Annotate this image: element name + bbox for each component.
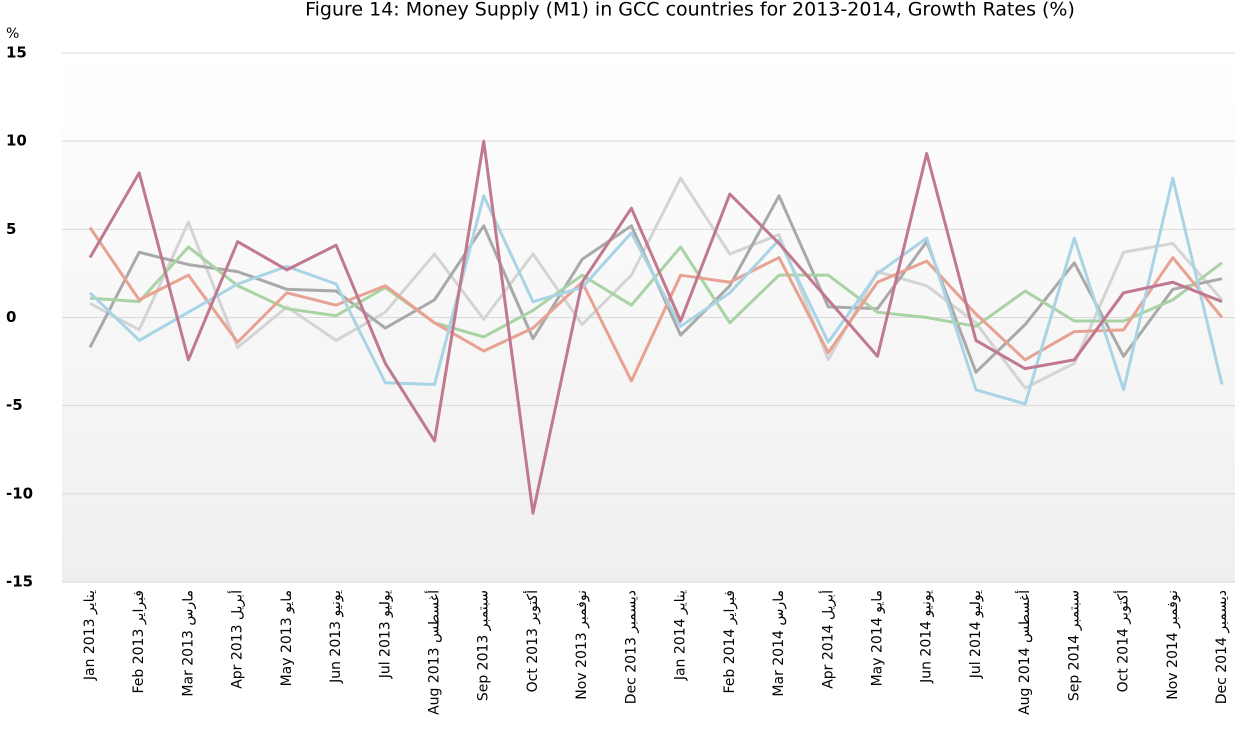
x-tick-label: May 2014 مايو: [869, 590, 885, 686]
x-tick-label: Feb 2014 فبراير: [722, 590, 738, 693]
series-line: [88, 226, 1224, 383]
x-tick-label: Mar 2014 مارس: [771, 590, 787, 697]
x-tick-label: Aug 2014 أغسطس: [1015, 590, 1033, 715]
x-tick-label: Nov 2014 نوفمبر: [1165, 590, 1181, 700]
series-line: [89, 176, 1224, 390]
y-tick-label: -5: [6, 396, 23, 414]
x-tick-label: Oct 2014 أكتوبر: [1114, 590, 1132, 692]
x-tick-label: Jan 2013 يناير: [82, 590, 98, 681]
x-tick-label: Jul 2014 يوليو: [968, 590, 984, 679]
y-tick-label: -10: [6, 484, 33, 502]
series-line: [88, 139, 1223, 515]
x-tick-label: Nov 2013 نوفمبر: [574, 590, 590, 700]
x-tick-label: Dec 2013 ديسمبر: [623, 590, 639, 704]
x-tick-label: Apr 2014 أبريل: [818, 590, 836, 689]
y-tick-label: 5: [6, 220, 16, 238]
x-tick-label: Apr 2013 أبريل: [228, 590, 246, 689]
x-tick-label: Sep 2013 سبتمبر: [476, 590, 492, 701]
x-tick-label: Mar 2013 مارس: [180, 590, 196, 697]
series-line: [88, 176, 1224, 406]
x-tick-label: Sep 2014 سبتمبر: [1066, 590, 1082, 701]
y-tick-label: 10: [6, 132, 27, 150]
chart-title: Figure 14: Money Supply (M1) in GCC coun…: [305, 0, 1075, 21]
y-tick-label: 0: [6, 308, 16, 326]
x-tick-label: Jun 2014 يونيو: [919, 590, 935, 684]
x-tick-label: Oct 2013 أكتوبر: [523, 590, 541, 692]
series-line: [89, 245, 1223, 339]
y-axis-label: %: [6, 26, 19, 42]
x-tick-label: Jul 2013 يوليو: [377, 590, 393, 679]
x-tick-label: Aug 2013 أغسطس: [425, 590, 443, 715]
x-tick-label: Dec 2014 ديسمبر: [1214, 590, 1230, 704]
y-tick-label: 15: [6, 44, 27, 62]
y-tick-label: -15: [6, 573, 33, 591]
x-tick-label: Jun 2013 يونيو: [328, 590, 344, 684]
x-tick-label: Jan 2014 يناير: [673, 590, 689, 681]
x-tick-label: Feb 2013 فبراير: [131, 590, 147, 693]
x-tick-label: May 2013 مايو: [279, 590, 295, 686]
